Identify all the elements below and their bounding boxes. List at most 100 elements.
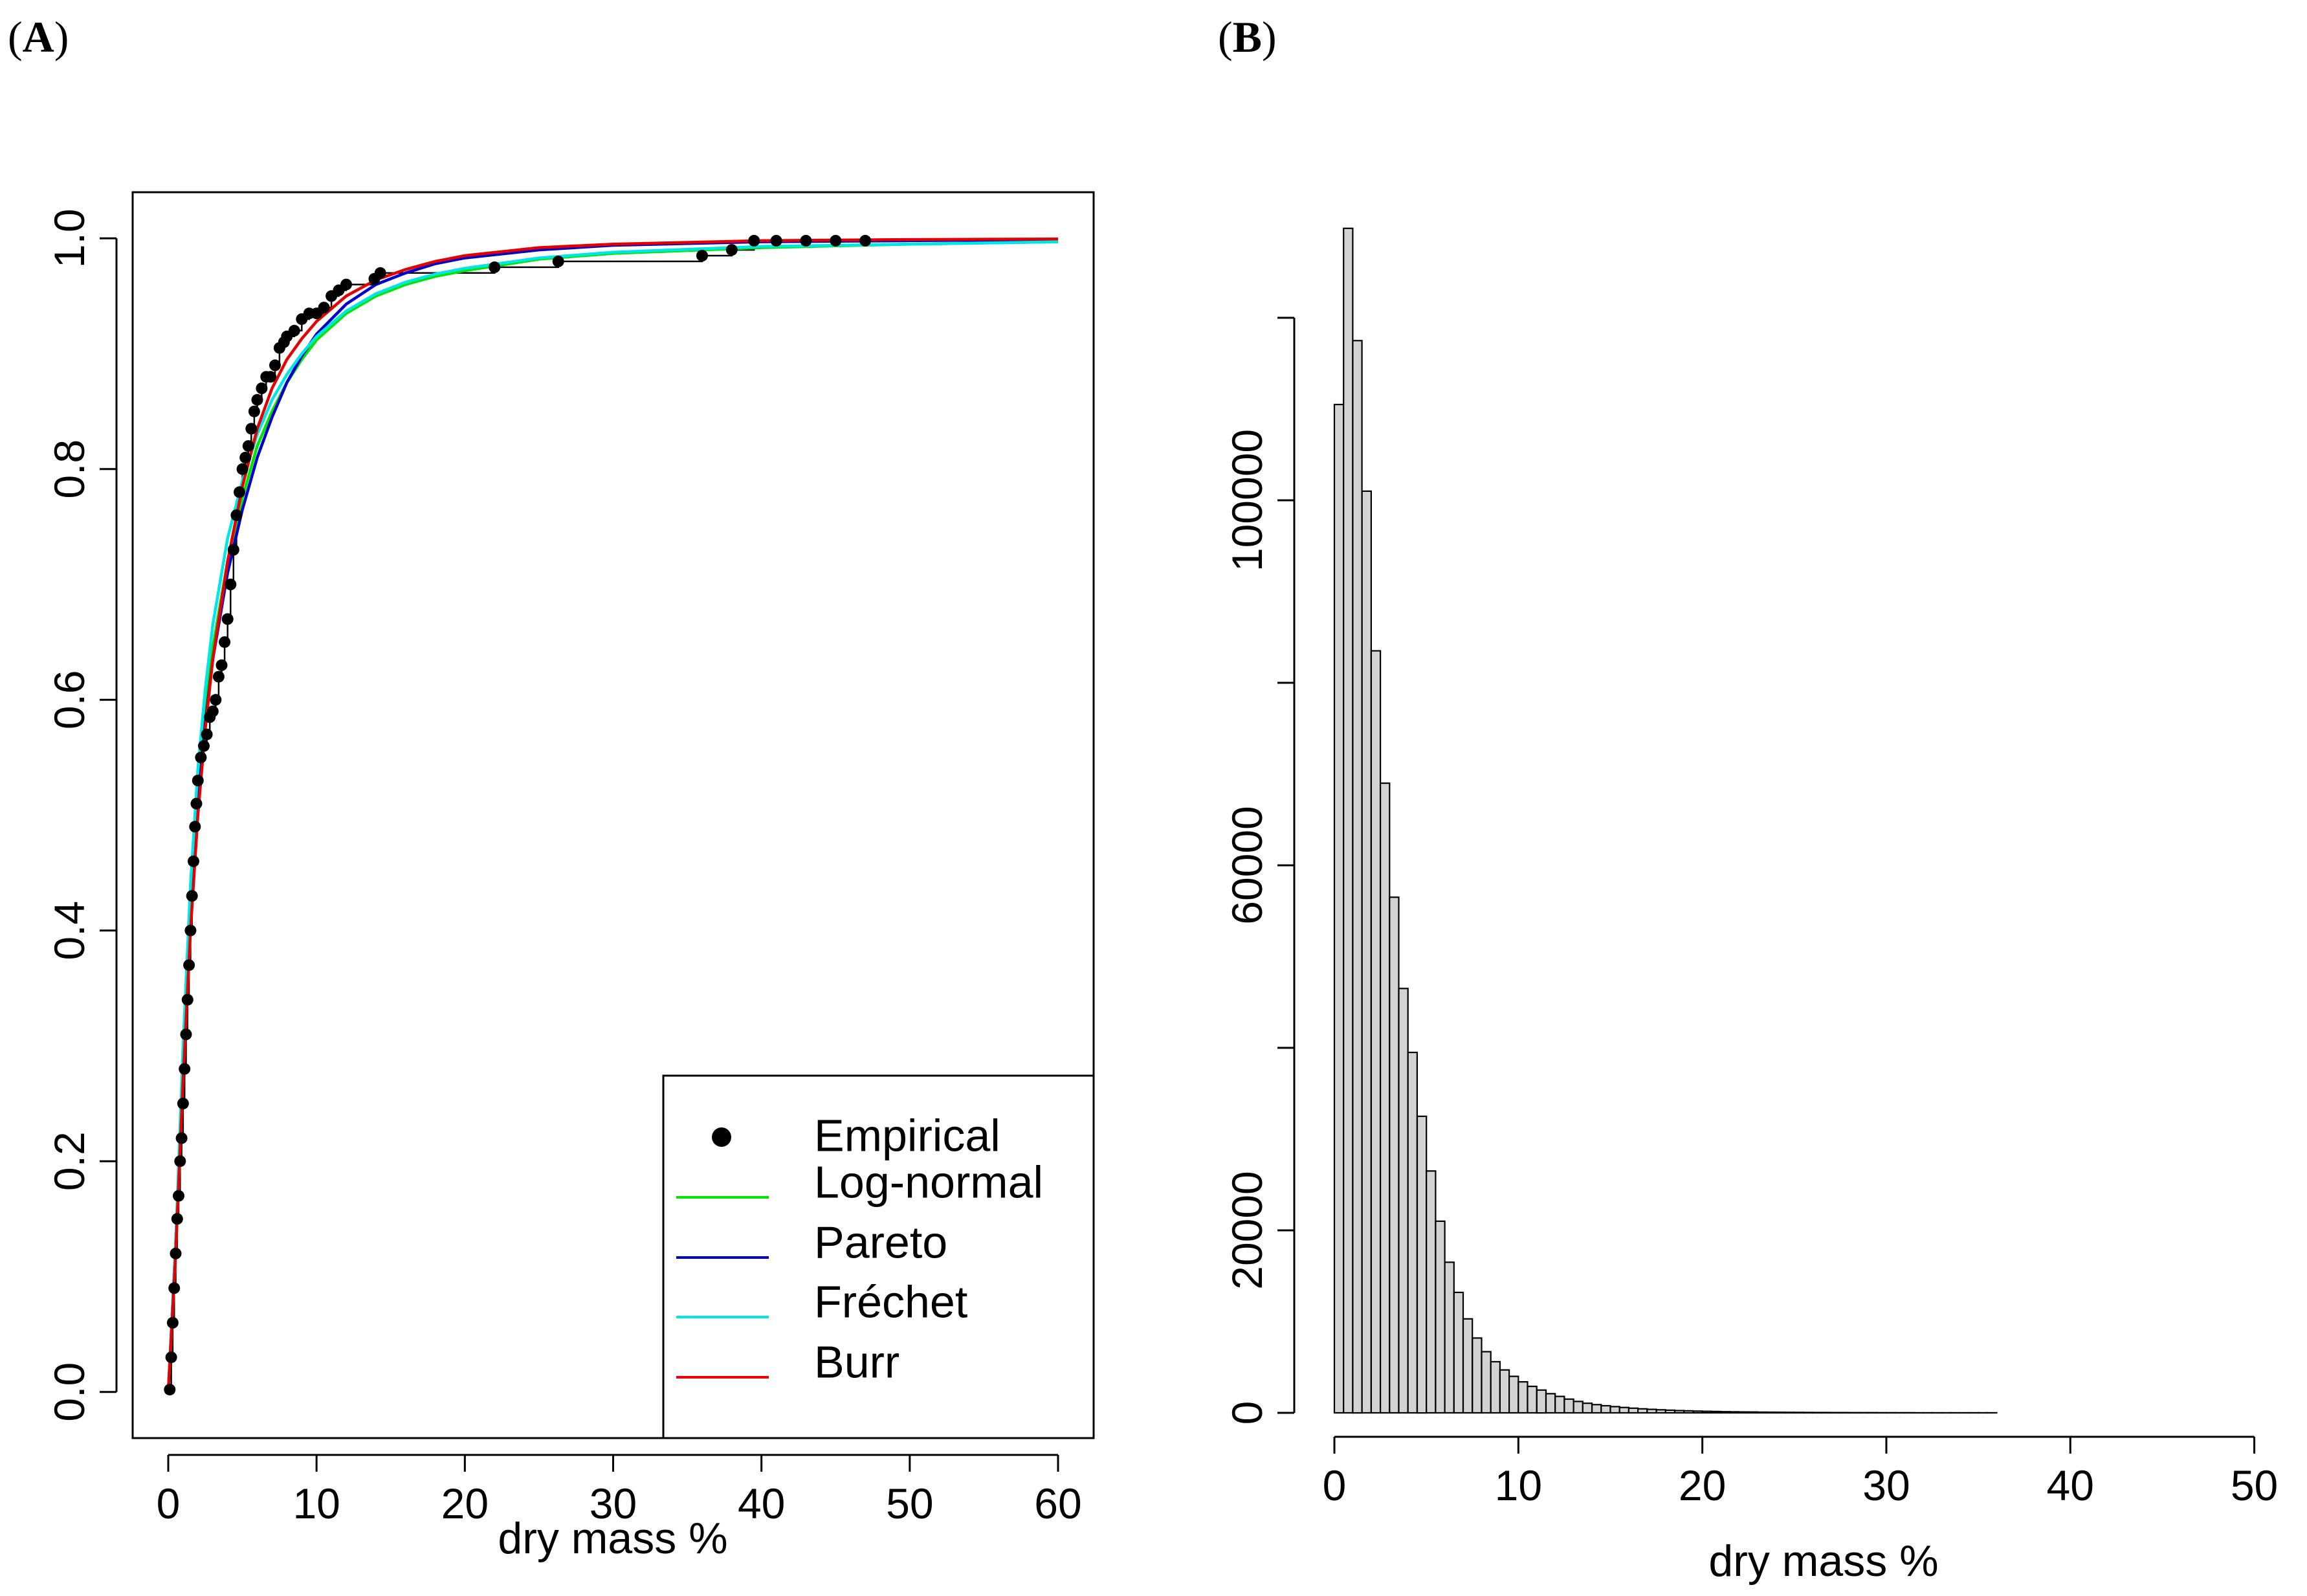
empirical-point — [696, 250, 708, 261]
empirical-point — [770, 234, 782, 247]
empirical-point — [489, 261, 501, 273]
histogram-bar — [1646, 1408, 1657, 1414]
empirical-point — [225, 579, 237, 590]
histogram-bar — [1793, 1412, 1805, 1414]
empirical-point — [177, 1098, 189, 1110]
y-tick-label: 0.2 — [45, 1131, 93, 1191]
empirical-point — [340, 278, 352, 291]
histogram-bar — [1472, 1337, 1483, 1414]
x-axis: 0 10 20 30 40 50 — [1323, 1435, 2278, 1509]
histogram-bar — [1683, 1410, 1694, 1414]
empirical-point — [175, 1132, 188, 1144]
histogram-bar — [1692, 1410, 1703, 1414]
histogram-bar — [1545, 1393, 1556, 1414]
empirical-point — [180, 1028, 192, 1041]
histogram-bar — [1600, 1404, 1611, 1414]
empirical-point — [830, 234, 842, 247]
empirical-point — [201, 728, 213, 740]
histogram-bar — [1536, 1389, 1547, 1414]
histogram-bar — [1784, 1412, 1795, 1414]
legend-frechet-label: Fréchet — [814, 1276, 967, 1327]
y-tick-label: 0.4 — [45, 901, 93, 960]
plot-frame — [131, 191, 1095, 1439]
x-tick-label: 40 — [738, 1480, 785, 1527]
series-line-frchet — [166, 240, 1059, 1392]
histogram-bar — [1380, 782, 1391, 1414]
empirical-point — [242, 440, 254, 452]
histogram-bar — [1766, 1411, 1777, 1414]
histogram-bar — [1426, 1170, 1437, 1414]
histogram-bar — [1573, 1401, 1584, 1414]
x-tick-label: 20 — [1679, 1461, 1726, 1509]
histogram-bar — [1628, 1407, 1639, 1414]
x-axis-title: dry mass % — [498, 1514, 727, 1563]
histogram-bar — [1370, 650, 1382, 1414]
histogram-bars — [1333, 227, 1998, 1414]
histogram-bar — [1508, 1375, 1519, 1414]
empirical-point — [227, 544, 239, 556]
histogram-bar — [1729, 1411, 1740, 1414]
histogram-bar — [1591, 1404, 1602, 1414]
empirical-point — [215, 659, 228, 671]
histogram-bar — [1453, 1291, 1464, 1414]
histogram-bar — [1527, 1386, 1538, 1414]
empirical-point — [212, 671, 225, 683]
x-tick-label: 0 — [157, 1480, 181, 1527]
histogram-bar — [1435, 1220, 1446, 1414]
empirical-point — [374, 267, 386, 279]
histogram-bar — [1333, 403, 1345, 1414]
histogram-bar — [1361, 490, 1372, 1414]
legend-lognormal-label: Log-normal — [814, 1157, 1043, 1207]
legend-burr-label: Burr — [814, 1336, 900, 1387]
empirical-point — [221, 613, 234, 625]
histogram-bar — [1618, 1406, 1629, 1414]
chart-b: 0 10 20 30 40 50 0 20000 60000 100000 dry mass % — [1223, 227, 2278, 1586]
empirical-point — [179, 1063, 191, 1075]
x-axis: 0 10 20 30 40 50 60 — [157, 1454, 1082, 1527]
histogram-bar — [1518, 1381, 1529, 1414]
x-tick-label: 30 — [590, 1480, 637, 1527]
legend: Empirical Log-normal Pareto Fréchet Burr — [662, 1074, 1095, 1439]
empirical-point — [164, 1384, 176, 1396]
empirical-point — [256, 382, 268, 394]
empirical-point — [725, 244, 738, 256]
y-tick-label: 100000 — [1223, 429, 1271, 571]
histogram-bar — [1582, 1402, 1593, 1414]
x-tick-label: 20 — [441, 1480, 489, 1527]
panel-b-letter: B — [1233, 12, 1262, 61]
x-axis-title: dry mass % — [1708, 1536, 1938, 1586]
histogram-bar — [1710, 1410, 1722, 1414]
empirical-point — [800, 234, 812, 247]
histogram-bar — [1637, 1408, 1648, 1414]
y-tick-label: 0.6 — [45, 670, 93, 729]
histogram-bar — [1389, 896, 1400, 1414]
y-tick-label: 0.8 — [45, 439, 93, 499]
legend-empirical-marker — [712, 1127, 731, 1147]
empirical-point — [184, 924, 197, 937]
histogram-bar — [1655, 1409, 1666, 1414]
histogram-bar — [1664, 1409, 1676, 1414]
histogram-bar — [1343, 227, 1354, 1414]
histogram-bar — [1673, 1410, 1685, 1414]
empirical-point — [245, 423, 258, 435]
empirical-point — [219, 636, 231, 648]
panel-a-letter: A — [23, 12, 54, 61]
y-tick-label: 1.0 — [45, 208, 93, 268]
empirical-point — [318, 302, 330, 314]
empirical-point — [171, 1213, 183, 1225]
empirical-point — [190, 797, 203, 810]
empirical-point — [206, 705, 219, 718]
empirical-point — [236, 463, 248, 475]
histogram-bar — [1490, 1360, 1501, 1414]
histogram-bar — [1481, 1351, 1492, 1414]
empirical-point — [174, 1155, 186, 1168]
chart-a: 0 10 20 30 40 50 60 0.0 0.2 0.4 0.6 0.8 1.0 dry mas… — [45, 191, 1095, 1563]
histogram-bar — [1747, 1411, 1758, 1414]
empirical-point — [269, 359, 281, 371]
histogram-bar — [1563, 1398, 1574, 1414]
histogram-bar — [1701, 1410, 1712, 1414]
x-tick-label: 0 — [1323, 1461, 1347, 1509]
y-axis: 0 20000 60000 100000 — [1223, 316, 1296, 1424]
empirical-point — [265, 371, 277, 383]
